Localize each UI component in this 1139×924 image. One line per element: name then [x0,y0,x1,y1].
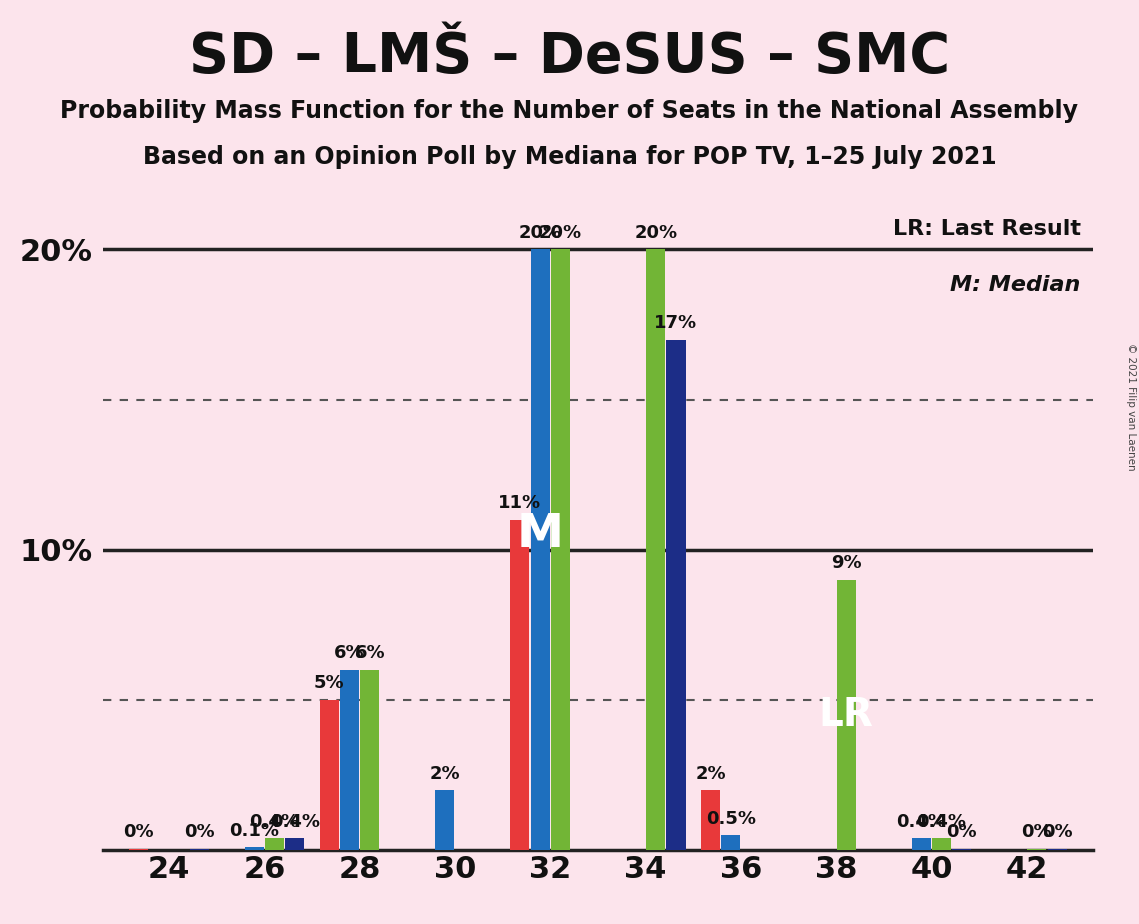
Text: 20%: 20% [539,224,582,242]
Bar [510,519,530,850]
Bar [286,838,304,850]
Text: M: Median: M: Median [950,275,1081,296]
Text: 2%: 2% [429,764,460,783]
Bar [700,790,720,850]
Text: 0%: 0% [947,823,977,841]
Bar [531,249,550,850]
Bar [245,847,264,850]
Text: LR: LR [819,696,874,734]
Text: 6%: 6% [335,644,364,663]
Text: 0.4%: 0.4% [917,812,967,831]
Text: 0.1%: 0.1% [229,821,279,840]
Text: Probability Mass Function for the Number of Seats in the National Assembly: Probability Mass Function for the Number… [60,99,1079,123]
Bar [952,848,972,850]
Bar [130,848,148,850]
Bar [932,838,951,850]
Text: 0.5%: 0.5% [706,809,756,828]
Text: 0.4%: 0.4% [249,812,300,831]
Bar [551,249,570,850]
Bar [360,670,379,850]
Bar [912,838,931,850]
Text: 9%: 9% [831,554,861,572]
Text: 20%: 20% [518,224,562,242]
Bar [341,670,359,850]
Text: 0%: 0% [185,823,215,841]
Text: © 2021 Filip van Laenen: © 2021 Filip van Laenen [1126,343,1136,470]
Text: 6%: 6% [354,644,385,663]
Bar [837,580,855,850]
Text: Based on an Opinion Poll by Mediana for POP TV, 1–25 July 2021: Based on an Opinion Poll by Mediana for … [142,145,997,169]
Bar [265,838,284,850]
Text: LR: Last Result: LR: Last Result [893,219,1081,239]
Bar [721,835,740,850]
Text: 2%: 2% [695,764,726,783]
Bar [666,340,686,850]
Bar [435,790,454,850]
Text: 0%: 0% [1022,823,1052,841]
Text: SD – LMŠ – DeSUS – SMC: SD – LMŠ – DeSUS – SMC [189,30,950,83]
Text: 11%: 11% [499,494,541,512]
Text: M: M [517,512,564,557]
Bar [646,249,665,850]
Text: 0.4%: 0.4% [896,812,947,831]
Text: 0%: 0% [123,823,154,841]
Text: 0%: 0% [1042,823,1073,841]
Bar [1027,848,1047,850]
Text: 5%: 5% [314,675,345,692]
Text: 20%: 20% [634,224,678,242]
Text: 0.4%: 0.4% [270,812,320,831]
Bar [190,848,210,850]
Text: 17%: 17% [655,314,697,332]
Bar [1048,848,1066,850]
Bar [320,700,339,850]
